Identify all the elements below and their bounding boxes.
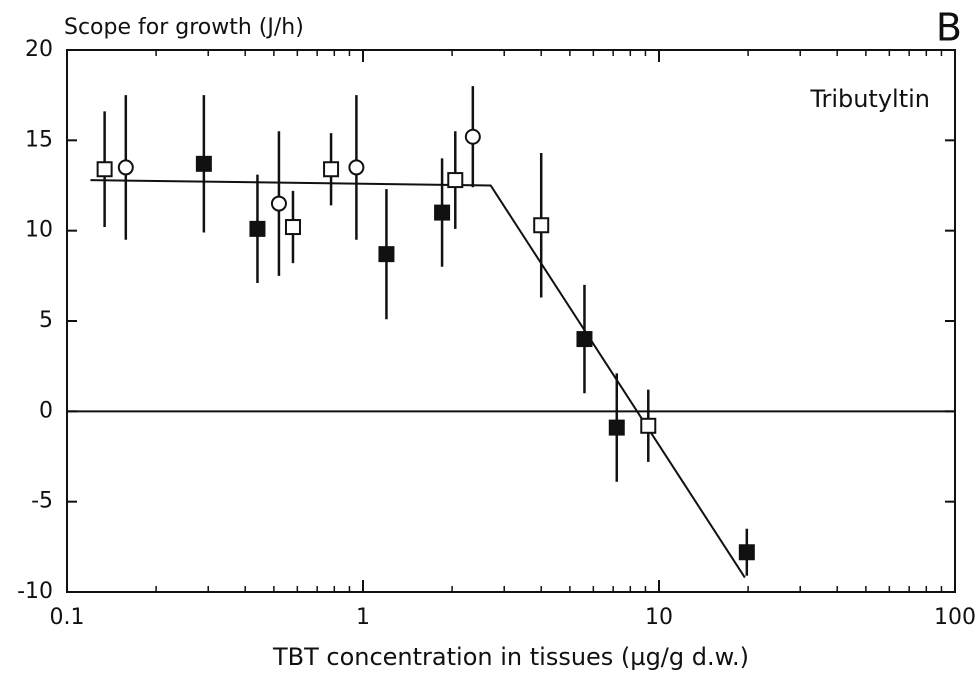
annotation: Tributyltin: [809, 85, 930, 113]
marker: [249, 220, 266, 237]
marker: [284, 219, 301, 236]
marker: [270, 195, 287, 212]
marker: [447, 172, 464, 189]
marker: [96, 161, 113, 178]
marker: [738, 544, 755, 561]
marker: [640, 417, 657, 434]
x-axis-title: TBT concentration in tissues (µg/g d.w.): [272, 643, 749, 671]
plot-frame: [66, 49, 956, 593]
marker: [576, 331, 593, 348]
y-tick-label: -10: [17, 579, 53, 604]
y-tick-label: 5: [39, 308, 53, 333]
marker: [195, 155, 212, 172]
y-tick-label: 20: [25, 37, 53, 62]
x-tick-label: 100: [934, 605, 976, 630]
x-tick-label: 1: [356, 605, 370, 630]
y-tick-label: 0: [39, 398, 53, 423]
marker: [533, 217, 550, 234]
marker: [464, 128, 481, 145]
marker: [378, 246, 395, 263]
y-tick-label: -5: [31, 489, 53, 514]
marker: [117, 159, 134, 176]
chart-title: Scope for growth (J/h): [64, 15, 304, 40]
y-tick-label: 15: [25, 127, 53, 152]
x-tick-label: 0.1: [50, 605, 85, 630]
marker: [434, 204, 451, 221]
y-tick-label: 10: [25, 218, 53, 243]
marker: [348, 159, 365, 176]
marker: [323, 161, 340, 178]
fit-line: [90, 179, 746, 579]
marker: [608, 419, 625, 436]
x-tick-label: 10: [645, 605, 673, 630]
panel-label: B: [936, 6, 962, 50]
